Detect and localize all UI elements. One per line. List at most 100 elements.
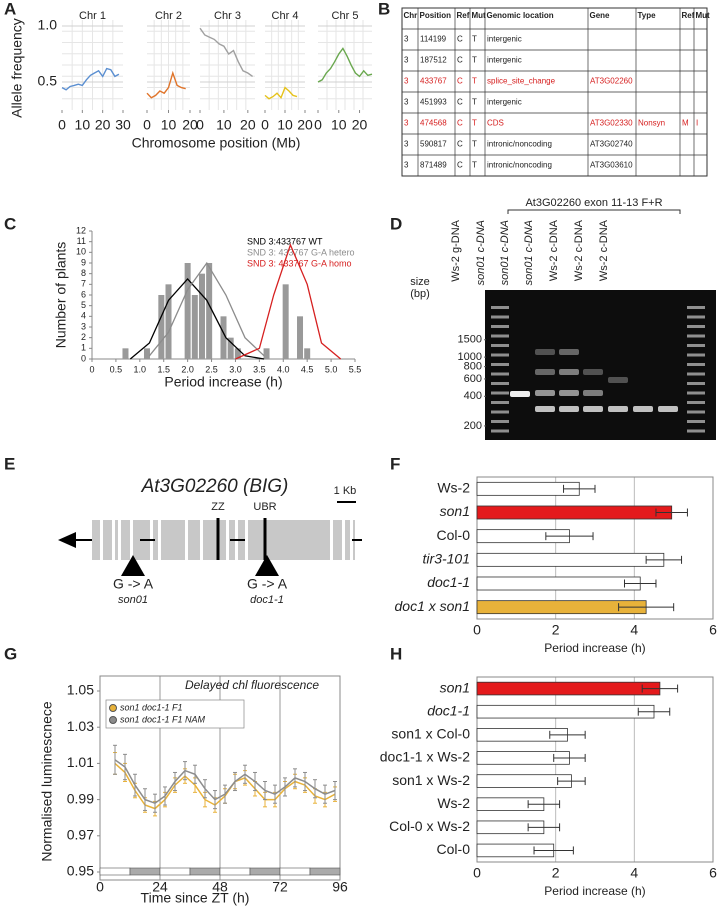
table-cell: 871489 — [420, 161, 447, 170]
table-cell: 114199 — [420, 35, 447, 44]
table-cell: intronic/noncoding — [487, 161, 552, 170]
error-bar — [143, 788, 147, 811]
x-tick-label: 0 — [96, 879, 104, 895]
category-label: son1 — [440, 503, 470, 519]
x-axis-label: Period increase (h) — [544, 884, 645, 898]
intron-gap — [350, 520, 353, 560]
ladder-band — [687, 429, 705, 433]
table-cell: M — [682, 119, 689, 128]
lane-label: Ws-2 g-DNA — [450, 219, 462, 281]
table-cell: C — [457, 140, 463, 149]
legend-marker — [109, 704, 117, 712]
table-cell: C — [457, 161, 463, 170]
ladder-band — [491, 410, 509, 414]
series-line — [199, 27, 254, 77]
panel-letter: G — [4, 644, 17, 663]
series-line — [317, 47, 373, 83]
category-label: Col-0 x Ws-2 — [389, 818, 470, 834]
ladder-band — [687, 372, 705, 376]
ladder-band — [491, 420, 509, 423]
error-bar — [624, 579, 657, 588]
error-bar — [123, 753, 127, 781]
ladder-band — [687, 420, 705, 423]
mutation-marker — [255, 555, 279, 576]
bar — [227, 337, 234, 359]
facet-title: Chr 2 — [155, 10, 182, 22]
gel-band — [559, 369, 579, 375]
x-tick-label: 3.0 — [229, 364, 242, 374]
size-label: (bp) — [410, 288, 430, 300]
error-bar — [527, 823, 561, 832]
gel-band — [583, 406, 603, 412]
panel-letter: B — [378, 0, 390, 18]
intron-gap — [226, 520, 229, 560]
panel-letter: C — [4, 214, 16, 233]
error-bar — [313, 779, 317, 799]
x-tick-label: 20 — [297, 117, 313, 133]
intron-gap — [330, 520, 333, 560]
gel-band — [583, 390, 603, 396]
category-label: doc1-1 — [427, 574, 470, 590]
table-cell: C — [457, 35, 463, 44]
gene-body — [92, 520, 355, 560]
gel-band — [658, 406, 678, 412]
x-axis-label: Chromosome position (Mb) — [132, 135, 301, 151]
error-bar — [641, 684, 679, 693]
gel-band — [510, 391, 530, 397]
error-bar — [553, 753, 586, 762]
ladder-band — [491, 344, 509, 347]
mutation-allele: doc1-1 — [250, 594, 284, 606]
table-cell: AT3G03610 — [590, 161, 633, 170]
facet-title: Chr 1 — [79, 10, 106, 22]
x-axis-label: Period increase (h) — [544, 641, 645, 655]
y-tick-label: 7 — [81, 279, 86, 289]
category-label: Col-0 — [437, 527, 471, 543]
bar — [165, 284, 172, 359]
gel-band — [608, 377, 628, 383]
intron-gap — [342, 520, 345, 560]
gel-band — [633, 406, 653, 412]
table-cell: AT3G02330 — [590, 119, 633, 128]
intron-gap — [245, 520, 248, 560]
gel-band — [535, 406, 555, 412]
x-tick-label: 5.0 — [325, 364, 338, 374]
x-tick-label: 24 — [152, 879, 168, 895]
x-tick-label: 1.5 — [157, 364, 170, 374]
error-bar — [283, 777, 287, 797]
ladder-band — [687, 353, 705, 357]
x-tick-label: 72 — [272, 879, 288, 895]
gel-band — [535, 390, 555, 396]
error-bar — [133, 773, 137, 797]
y-tick-label: 1.03 — [67, 718, 94, 734]
ladder-band — [687, 363, 705, 366]
table-cell: T — [472, 35, 477, 44]
table-header: Genomic location — [487, 11, 554, 20]
table-cell: C — [457, 98, 463, 107]
plot-frame — [476, 476, 714, 620]
table-cell: 3 — [404, 77, 409, 86]
ladder-band — [687, 344, 705, 347]
table-header: Mut — [696, 11, 711, 20]
size-tick-label: 200 — [464, 420, 482, 432]
legend-box — [105, 699, 245, 729]
x-tick-label: 6 — [709, 622, 717, 638]
x-tick-label: 10 — [331, 117, 347, 133]
x-tick-label: 4.5 — [301, 364, 314, 374]
light-dark-bar — [309, 867, 341, 876]
light-dark-bar — [189, 867, 221, 876]
x-tick-label: 0 — [314, 117, 322, 133]
bar — [304, 348, 311, 359]
light-dark-bar — [219, 867, 251, 876]
y-tick-label: 0.5 — [38, 73, 58, 89]
error-bar — [273, 784, 277, 804]
x-tick-label: 2 — [552, 865, 560, 881]
scale-label: 1 Kb — [334, 485, 357, 497]
table-cell: 474568 — [420, 119, 447, 128]
table-cell: Nonsyn — [638, 119, 665, 128]
x-tick-label: 10 — [277, 117, 293, 133]
gel-image — [485, 290, 716, 440]
y-axis-label: Allele frequency — [9, 18, 25, 118]
error-bar — [163, 786, 167, 806]
table-cell: 451993 — [420, 98, 447, 107]
